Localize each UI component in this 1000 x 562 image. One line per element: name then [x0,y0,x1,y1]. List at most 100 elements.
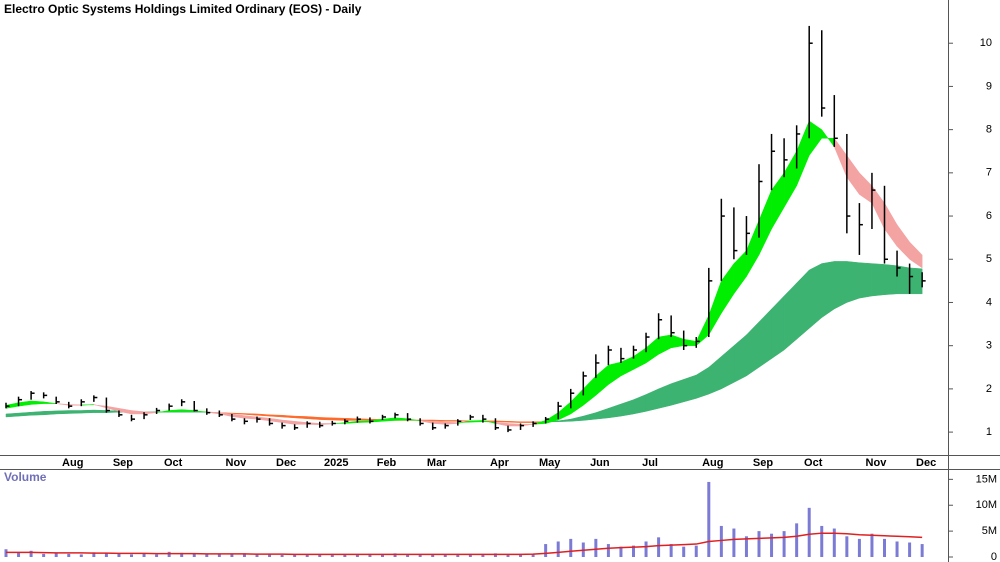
x-tick-label: Aug [62,457,83,469]
ribbon-segment [68,410,82,414]
ribbon-segment [30,411,44,416]
volume-bar [531,554,535,557]
ribbon-segment [81,409,95,414]
volume-bar [192,553,196,557]
y-tick-label: 0 [991,551,997,562]
ribbon-segment [507,421,521,423]
ribbon-segment [859,262,873,299]
y-tick-label: 10M [976,499,997,511]
ribbon-segment [670,379,684,406]
volume-bar [92,552,96,557]
volume-average [6,532,923,556]
ribbon-segment [683,374,697,403]
ribbon-segment [834,261,848,310]
x-tick-label: May [539,457,561,469]
ribbon-segment [432,419,446,422]
volume-bar [544,544,548,557]
y-tick-label: 5M [982,525,997,537]
volume-bar [130,554,133,557]
volume-bar [230,554,234,557]
x-tick-label: 2025 [324,457,348,469]
volume-bar [330,553,334,557]
volume-bar [406,554,410,557]
volume-bar [293,554,297,557]
ribbon-segment [884,264,898,295]
ribbon-segment [909,241,923,269]
volume-bar [657,537,661,557]
volume-bar [4,549,8,557]
volume-bar [468,553,472,557]
ribbon-segment [808,263,822,329]
volume-bar [807,507,811,557]
volume-bar [217,553,221,557]
volume-bar [707,481,711,557]
volume-bar [732,528,736,557]
volume-title: Volume [4,470,47,484]
volume-bar [757,531,761,557]
volume-bar [368,553,372,557]
volume-bar [669,544,673,557]
ribbon-segment [520,421,534,423]
volume-bar [606,544,610,557]
volume-bar [719,525,723,557]
volume-bar [770,533,774,557]
volume-bar [506,554,510,557]
x-tick-label: Sep [753,457,773,469]
volume-bar [255,553,259,557]
ribbon-segment [43,410,57,416]
chart-title: Electro Optic Systems Holdings Limited O… [4,2,362,16]
x-tick-label: Nov [866,457,888,469]
volume-bar [343,554,347,557]
volume-bar [268,554,272,557]
volume-bar [883,538,886,557]
x-tick-label: Sep [113,457,133,469]
volume-bar [619,546,623,557]
volume-bar [155,554,159,557]
volume-bar [355,554,359,557]
ribbon-segment [445,420,459,422]
ribbon-segment [470,420,484,423]
volume-bar [431,554,435,557]
volume-bar [242,553,246,557]
volume-bar [305,554,309,557]
ribbon-segment [43,401,57,404]
volume-bar [920,544,924,557]
ribbon-segment [871,263,885,297]
y-tick-label: 7 [986,167,992,179]
volume-bar [481,554,485,557]
volume-bar [820,525,824,557]
volume-bar [142,553,146,557]
volume-bar [393,553,397,557]
ribbon-segment [18,411,32,417]
ribbon-segment [357,420,371,423]
volume-bar [180,552,184,557]
volume-bar [381,554,384,557]
volume-bar [67,553,71,557]
x-tick-label: Feb [377,457,397,469]
ribbon-segment [846,261,860,303]
volume-bar [17,552,21,557]
ribbon-segment [55,410,69,415]
volume-bar [644,541,648,557]
x-tick-label: Dec [276,457,296,469]
ribbon-segment [495,420,509,423]
ribbon-segment [93,409,107,413]
ribbon-segment [909,267,923,295]
volume-bar [682,546,686,557]
volume-bar [167,551,171,557]
y-tick-label: 6 [986,210,992,222]
ribbon-segment [68,404,82,406]
ribbon-segment [30,400,44,405]
y-tick-label: 1 [986,426,992,438]
volume-bar [795,523,799,557]
volume-bar [54,553,58,557]
volume-bar [895,541,899,557]
volume-bar [456,553,460,557]
volume-bar [694,545,698,557]
x-tick-label: Apr [490,457,510,469]
x-tick-label: Mar [427,457,447,469]
x-tick-label: Dec [916,457,936,469]
y-tick-label: 3 [986,340,992,352]
y-tick-label: 10 [980,37,992,49]
volume-bar [519,553,523,557]
